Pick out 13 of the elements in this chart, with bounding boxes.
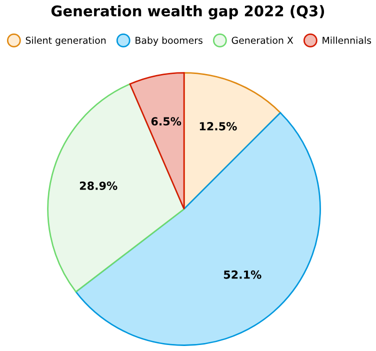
pie-slice xyxy=(75,112,321,346)
pie-slice xyxy=(183,72,282,210)
chart-title: Generation wealth gap 2022 (Q3) xyxy=(51,5,324,20)
pie-slice xyxy=(129,72,185,210)
data-label: 12.5% xyxy=(200,122,237,130)
legend-label: Baby boomers xyxy=(136,36,202,46)
pie-slice xyxy=(47,83,185,293)
data-label: 28.9% xyxy=(80,182,118,190)
data-label: 6.5% xyxy=(151,117,182,126)
legend-label: Generation X xyxy=(232,36,294,44)
data-label: 52.1% xyxy=(224,270,262,279)
legend-label: Millennials xyxy=(322,36,372,44)
legend-label: Silent generation xyxy=(26,36,106,46)
